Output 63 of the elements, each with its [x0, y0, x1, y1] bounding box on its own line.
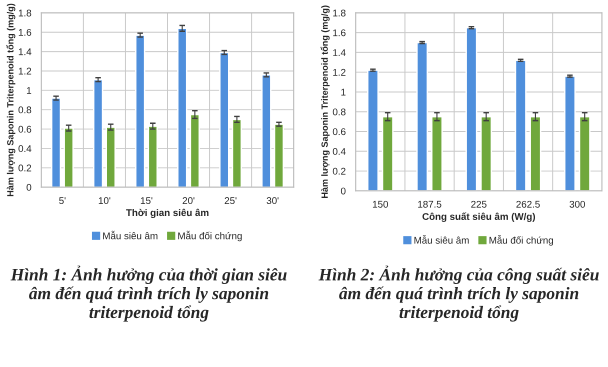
bar	[480, 116, 492, 191]
y-tick-label: 1.6	[18, 28, 32, 36]
bar	[367, 70, 379, 191]
y-axis-title: Hàm lượng Saponin Triterpenoid tổng (mg/g)	[6, 4, 16, 196]
bar	[416, 42, 428, 191]
bar	[514, 60, 527, 191]
bar	[431, 116, 443, 191]
bar	[382, 116, 394, 191]
y-tick-label: 0.8	[332, 108, 346, 116]
y-tick-label: 1.8	[333, 10, 346, 16]
x-tick-label: 150	[372, 200, 388, 208]
y-tick-label: 0.8	[18, 106, 32, 114]
y-tick-label: 1.2	[18, 68, 32, 74]
x-tick-label: 5'	[59, 197, 66, 204]
bar	[274, 124, 284, 188]
y-tick-label: 0.4	[18, 145, 32, 152]
x-tick-label: 20'	[182, 197, 194, 204]
y-tick-label: 0.4	[332, 148, 346, 155]
bar	[177, 28, 188, 188]
y-tick-label: 1.6	[333, 29, 346, 36]
y-axis-title: Hàm lượng Saponin Triterpenoid tổng (mg/g)	[320, 6, 330, 198]
x-tick-label: 300	[570, 200, 586, 208]
x-tick-label: 187.5	[418, 200, 442, 208]
text: Hình 2: Ảnh hưởng của công suất siêu âm đến quá trình trích ly saponin triterpenoid tổng	[318, 266, 599, 322]
legend-label: Mẫu siêu âm	[103, 230, 158, 240]
x-tick-label: 262.5	[516, 200, 540, 208]
x-tick-label: 15'	[140, 197, 152, 204]
bar	[232, 118, 242, 188]
text: Hình 1: Ảnh hưởng của thời gian siêu âm đến quá trình trích ly saponin triterpenoid tổng	[10, 266, 287, 322]
x-tick-label: 10'	[98, 197, 110, 204]
y-tick-label: 0.6	[18, 126, 32, 133]
y-tick-label: 1.4	[18, 48, 32, 56]
x-axis-title: Công suất siêu âm (W/g)	[422, 212, 536, 222]
y-tick-label: 0.6	[332, 128, 346, 136]
x-tick-label: 25'	[224, 197, 236, 204]
y-tick-label: 1	[341, 88, 346, 96]
x-axis-title: Thời gian siêu âm	[126, 208, 208, 218]
bar	[466, 26, 478, 191]
legend-label: Mẫu siêu âm	[414, 235, 469, 244]
x-tick-label: 30'	[266, 197, 278, 204]
legend-label: Mẫu đối chứng	[178, 230, 242, 242]
x-tick-label: 225	[471, 200, 487, 208]
bar	[564, 75, 576, 191]
bar	[261, 74, 272, 188]
bar	[190, 114, 200, 188]
bar	[148, 125, 158, 188]
bar	[578, 116, 591, 191]
y-tick-label: 1	[26, 87, 32, 94]
y-tick-label: 0.2	[18, 164, 32, 172]
bar	[530, 116, 542, 191]
legend-label: Mẫu đối chứng	[490, 235, 554, 246]
bar	[50, 97, 62, 188]
bar	[93, 78, 104, 188]
y-tick-label: 0.2	[332, 168, 346, 175]
y-tick-label: 1.4	[333, 49, 346, 56]
bar	[106, 126, 116, 188]
bar	[64, 127, 74, 188]
y-tick-label: 0	[340, 188, 346, 194]
y-tick-label: 1.2	[333, 68, 346, 76]
y-tick-label: 1.8	[18, 10, 32, 16]
bar	[219, 52, 230, 188]
bar	[135, 34, 146, 188]
y-tick-label: 0	[26, 184, 32, 191]
